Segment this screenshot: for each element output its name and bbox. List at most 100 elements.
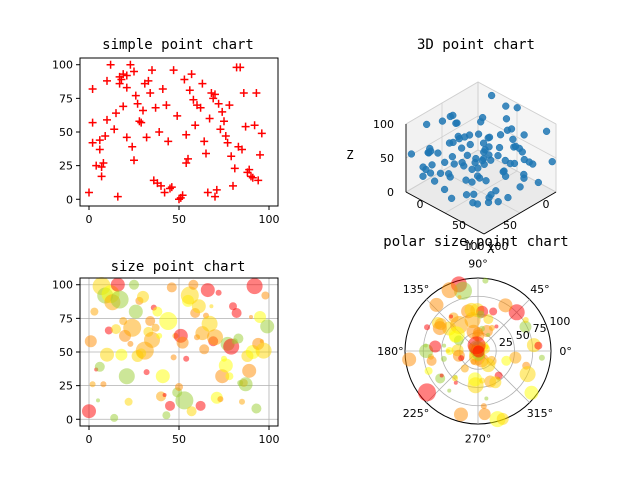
polar-point — [489, 376, 502, 389]
polar-point — [449, 314, 454, 319]
polar-point — [519, 366, 536, 383]
simple-point — [119, 70, 128, 79]
simple-point — [202, 149, 210, 158]
polar-angle-label: 135° — [403, 283, 430, 296]
simple-ytick-label: 25 — [59, 160, 73, 173]
3d-point — [470, 190, 478, 198]
simple-point — [164, 137, 173, 146]
3d-point — [496, 131, 505, 139]
3d-point — [495, 143, 504, 152]
simple-point — [128, 142, 137, 151]
simple-point — [175, 195, 183, 204]
size-point — [89, 381, 96, 388]
polar-radial-label: 50 — [516, 329, 530, 342]
simple-point — [189, 95, 198, 104]
3d-ztick-label: 0 — [387, 186, 394, 199]
3d-point — [466, 140, 474, 149]
size-point — [165, 400, 175, 411]
simple-point — [97, 172, 106, 181]
size-point — [152, 306, 163, 317]
polar-point — [453, 380, 458, 385]
3d-point — [460, 162, 468, 170]
simple-point — [110, 125, 119, 134]
polar-point — [519, 320, 532, 333]
polar-point — [476, 310, 485, 319]
simple-ytick-label: 100 — [52, 59, 73, 72]
3d-point — [487, 91, 496, 100]
simple-point — [216, 125, 225, 134]
3d-point — [440, 185, 449, 194]
size-point — [199, 344, 210, 355]
polar-point — [501, 355, 512, 366]
size-point — [254, 311, 266, 324]
simple-point — [221, 132, 230, 141]
simple-point — [212, 185, 221, 194]
polar-point — [452, 375, 459, 382]
polar-point — [434, 317, 447, 330]
polar-point — [453, 281, 472, 300]
simple-point — [142, 133, 151, 142]
size-point — [246, 278, 263, 295]
simple-point-chart: simple point chart 0 50 100 0 25 50 75 100 — [52, 37, 280, 226]
polar-point — [429, 340, 442, 353]
simple-point — [133, 99, 142, 108]
polar-point — [482, 277, 489, 284]
simple-point — [122, 133, 131, 142]
size-point — [100, 347, 114, 362]
simple-point — [146, 88, 155, 97]
3d-grid-line — [477, 115, 557, 159]
simple-point — [218, 107, 227, 116]
size-point — [115, 348, 128, 361]
3d-point — [468, 165, 476, 173]
simple-point — [241, 122, 250, 131]
size-point — [175, 391, 194, 410]
3d-point — [436, 169, 445, 177]
simple-point — [173, 111, 182, 120]
simple-point — [182, 130, 191, 139]
3d-zlabel: Z — [346, 148, 353, 162]
simple-point — [160, 188, 169, 197]
size-point — [90, 307, 99, 316]
simple-xtick-label: 0 — [86, 213, 93, 226]
simple-point — [250, 121, 259, 130]
size-point — [137, 290, 149, 303]
size-ytick-label: 25 — [59, 380, 73, 393]
3d-y-axis-line — [405, 191, 485, 235]
polar-radial-label: 75 — [533, 322, 547, 335]
simple-ytick-label: 0 — [66, 193, 73, 206]
3d-point — [518, 148, 526, 156]
polar-point — [481, 358, 496, 373]
polar-point — [488, 324, 495, 331]
3d-point — [450, 160, 458, 168]
3d-point — [422, 120, 431, 129]
3d-point — [477, 118, 485, 126]
polar-point — [460, 364, 469, 373]
3d-ztick-label: 50 — [380, 152, 394, 165]
size-point — [170, 354, 177, 361]
size-point — [104, 326, 113, 335]
3d-point — [457, 144, 466, 152]
3d-point — [501, 156, 509, 165]
3d-x-axis-line — [483, 191, 557, 235]
simple-point — [92, 161, 101, 170]
size-xtick-label: 0 — [86, 433, 93, 446]
3d-ytick-label: 0 — [543, 198, 550, 211]
polar-point — [458, 355, 465, 362]
simple-point — [155, 128, 164, 136]
size-point — [209, 304, 214, 309]
simple-point — [236, 63, 245, 72]
3d-point — [438, 117, 447, 125]
simple-point — [88, 84, 97, 93]
3d-point — [430, 177, 439, 185]
simple-point — [95, 145, 104, 154]
3d-point — [520, 174, 528, 182]
polar-point — [466, 324, 481, 339]
polar-angle-label: 315° — [527, 407, 554, 420]
3d-grid-line — [405, 115, 479, 159]
polar-angle-label: 90° — [468, 257, 488, 270]
simple-chart-title: simple point chart — [102, 37, 254, 53]
simple-point — [182, 158, 191, 167]
size-point — [231, 307, 242, 318]
simple-point — [103, 76, 111, 85]
size-point — [259, 339, 264, 344]
